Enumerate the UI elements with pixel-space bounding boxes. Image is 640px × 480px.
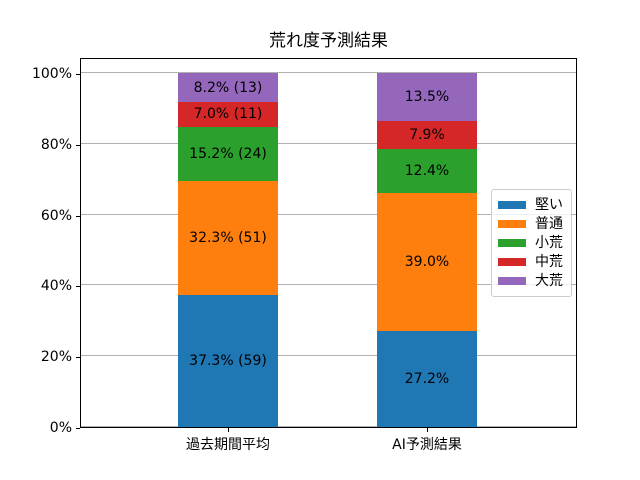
y-tick-mark — [76, 428, 80, 429]
bar-segment-label: 7.0% (11) — [193, 106, 263, 123]
legend-label: 普通 — [535, 215, 563, 232]
y-tick-label: 40% — [40, 278, 72, 295]
legend-swatch — [498, 258, 526, 267]
bar-segment-label: 37.3% (59) — [189, 352, 267, 369]
legend-item: 普通 — [498, 217, 565, 231]
bar-segment-label: 8.2% (13) — [193, 79, 263, 96]
y-tick-mark — [76, 357, 80, 359]
bar-segment-label: 39.0% — [404, 253, 450, 270]
bar-segment: 7.9% — [377, 120, 477, 149]
bar-segment: 13.5% — [377, 73, 477, 121]
y-tick-mark — [76, 215, 80, 217]
legend-item: 堅い — [498, 198, 565, 212]
legend-item: 小荒 — [498, 236, 565, 250]
bar-segment: 27.2% — [377, 330, 477, 427]
bar-segment-label: 12.4% — [404, 162, 450, 179]
y-tick-mark — [76, 144, 80, 146]
gridline — [81, 72, 576, 73]
bar-segment-label: 15.2% (24) — [189, 145, 267, 162]
legend-swatch — [498, 238, 526, 247]
gridline — [81, 142, 576, 144]
x-tick-mark — [427, 428, 428, 432]
bar-segment-label: 7.9% — [409, 126, 445, 143]
x-tick-label: 過去期間平均 — [186, 437, 270, 453]
legend-swatch — [498, 200, 526, 209]
y-tick-label: 80% — [40, 136, 72, 153]
legend-item: 大荒 — [498, 274, 565, 288]
legend-swatch — [498, 277, 526, 286]
bar-segment: 39.0% — [377, 192, 477, 331]
bar-segment-label: 13.5% — [404, 88, 450, 105]
y-tick-label: 0% — [49, 420, 72, 436]
y-tick-label: 100% — [31, 66, 72, 82]
legend: 堅い普通小荒中荒大荒 — [491, 189, 572, 297]
y-tick-label: 60% — [40, 207, 72, 224]
bar-segment: 37.3% (59) — [178, 294, 278, 427]
gridline — [81, 284, 576, 286]
bar-segment-label: 27.2% — [404, 370, 450, 387]
chart-title: 荒れ度予測結果 — [269, 31, 388, 51]
stacked-bar: 8.2% (13) 7.0% (11) 15.2% (24) 32.3% (51) 37… — [178, 73, 278, 427]
y-tick-mark — [76, 286, 80, 288]
bar-segment: 7.0% (11) — [178, 102, 278, 127]
legend-label: 中荒 — [535, 254, 563, 271]
legend-swatch — [498, 219, 526, 228]
x-tick-mark — [228, 428, 229, 432]
y-tick-mark — [76, 74, 80, 75]
bar-segment-label: 32.3% (51) — [189, 229, 267, 246]
legend-label: 小荒 — [535, 234, 563, 251]
legend-label: 大荒 — [535, 273, 563, 290]
bar-segment: 32.3% (51) — [178, 180, 278, 295]
legend-item: 中荒 — [498, 255, 565, 269]
stacked-bar: 13.5% 7.9% 12.4% 39.0% 27.2% — [377, 73, 477, 427]
legend-label: 堅い — [535, 196, 563, 213]
gridline — [81, 213, 576, 215]
bar-segment: 8.2% (13) — [178, 73, 278, 103]
gridline — [81, 355, 576, 357]
x-tick-label: AI予測結果 — [392, 437, 462, 453]
gridline — [81, 426, 576, 427]
bar-segment: 15.2% (24) — [178, 126, 278, 181]
y-tick-label: 20% — [40, 349, 72, 366]
bar-segment: 12.4% — [377, 148, 477, 193]
